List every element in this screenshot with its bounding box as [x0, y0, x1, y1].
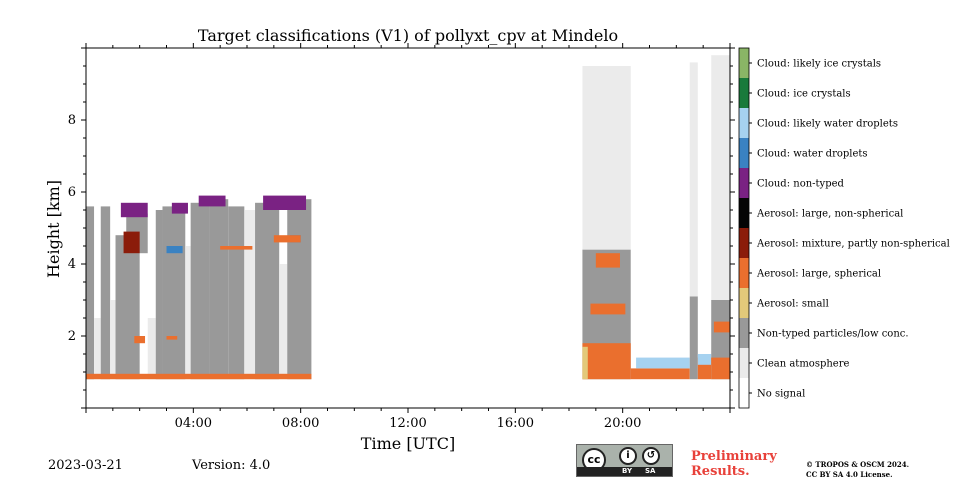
- footer-date: 2023-03-21: [48, 458, 123, 473]
- class-segment: [86, 373, 312, 380]
- x-tick-label: 08:00: [282, 416, 319, 431]
- x-tick-label: 04:00: [175, 416, 212, 431]
- cc-license-badge[interactable]: cc i ↺ BY SA: [576, 444, 673, 477]
- copyright-line-2: CC BY SA 4.0 License.: [806, 470, 893, 479]
- class-segment: [94, 318, 101, 380]
- class-segment: [171, 202, 188, 214]
- class-segment: [582, 346, 588, 380]
- class-segment: [166, 246, 183, 254]
- legend-swatch: [739, 48, 749, 78]
- legend-swatch: [739, 198, 749, 228]
- class-segment: [582, 343, 631, 380]
- class-segment: [147, 318, 156, 380]
- legend-label: No signal: [757, 389, 805, 400]
- badge-strip: [577, 467, 672, 476]
- x-tick-label: 16:00: [497, 416, 534, 431]
- class-segment: [244, 210, 256, 380]
- legend-label: Cloud: water droplets: [757, 149, 868, 160]
- class-segment: [255, 202, 280, 380]
- class-segment: [100, 206, 111, 380]
- class-segment: [595, 253, 620, 268]
- copyright-note: © TROPOS & OSCM 2024. CC BY SA 4.0 Licen…: [806, 460, 956, 480]
- class-segment: [86, 206, 95, 380]
- legend-label: Aerosol: small: [756, 299, 829, 310]
- class-segment: [689, 62, 698, 297]
- class-segment: [123, 231, 140, 254]
- class-segment: [287, 199, 312, 380]
- class-segment: [115, 235, 140, 380]
- y-axis: 2 4 6 8: [68, 47, 735, 409]
- x-tick-label: 20:00: [604, 416, 641, 431]
- class-segment: [263, 195, 307, 210]
- class-segment: [711, 357, 730, 380]
- legend-label: Aerosol: large, spherical: [756, 269, 881, 280]
- legend-frame: [738, 47, 750, 409]
- y-axis-label: Height [km]: [44, 180, 63, 278]
- legend-label: Clean atmosphere: [757, 359, 850, 370]
- footer-version: Version: 4.0: [192, 458, 271, 473]
- class-segment: [689, 296, 698, 380]
- class-segment: [209, 199, 229, 380]
- legend-swatch: [739, 378, 749, 408]
- class-segment: [636, 357, 690, 369]
- y-tick-label: 6: [68, 185, 76, 200]
- class-segment: [220, 246, 253, 250]
- class-segment: [155, 210, 163, 380]
- class-segment: [120, 202, 148, 218]
- attribution-icon: i: [619, 447, 637, 465]
- badge-by-label: BY: [622, 467, 633, 475]
- legend-label: Cloud: likely ice crystals: [757, 59, 881, 70]
- legend-swatch: [739, 78, 749, 108]
- legend-label: Cloud: likely water droplets: [757, 119, 898, 130]
- class-segment: [630, 368, 690, 380]
- legend-label: Cloud: non-typed: [757, 179, 845, 190]
- legend-swatch: [739, 138, 749, 168]
- class-segment: [185, 246, 191, 380]
- y-tick-label: 2: [68, 329, 76, 344]
- class-segment: [162, 206, 186, 380]
- legend-swatch: [739, 258, 749, 288]
- legend-label: Non-typed particles/low conc.: [757, 329, 909, 340]
- y-tick-label: 8: [68, 113, 76, 128]
- legend-swatch: [739, 228, 749, 258]
- colorbar-legend: Cloud: likely ice crystals Cloud: ice cry…: [738, 47, 950, 409]
- class-segment: [198, 195, 226, 207]
- legend-swatch: [739, 318, 749, 348]
- class-segment: [711, 55, 730, 301]
- class-segment: [590, 303, 626, 315]
- class-segment: [697, 354, 712, 365]
- class-segment: [110, 300, 116, 380]
- badge-sa-label: SA: [645, 467, 656, 475]
- y-tick-label: 4: [68, 257, 76, 272]
- class-segment: [273, 235, 301, 243]
- legend-label: Aerosol: large, non-spherical: [756, 209, 903, 220]
- class-segment: [166, 336, 178, 340]
- chart-title: Target classifications (V1) of pollyxt_c…: [198, 26, 618, 45]
- legend-swatch: [739, 288, 749, 318]
- class-segment: [713, 321, 730, 333]
- class-segment: [582, 66, 631, 250]
- share-alike-icon: ↺: [642, 447, 660, 465]
- class-segment: [190, 202, 210, 380]
- class-segment: [279, 264, 288, 380]
- class-segment: [134, 336, 146, 344]
- legend-swatch: [739, 348, 749, 378]
- class-segment: [228, 206, 245, 380]
- legend-label: Aerosol: mixture, partly non-spherical: [756, 239, 950, 250]
- preliminary-note: Preliminary Results.: [691, 449, 777, 479]
- legend-swatch: [739, 168, 749, 198]
- legend-swatch: [739, 108, 749, 138]
- copyright-line-1: © TROPOS & OSCM 2024.: [806, 460, 910, 469]
- x-axis-label: Time [UTC]: [361, 434, 455, 453]
- x-axis: 04:00 08:00 12:00 16:00 20:00: [85, 43, 731, 431]
- legend-label: Cloud: ice crystals: [757, 89, 851, 100]
- plot-area: [86, 55, 730, 380]
- x-tick-label: 12:00: [389, 416, 426, 431]
